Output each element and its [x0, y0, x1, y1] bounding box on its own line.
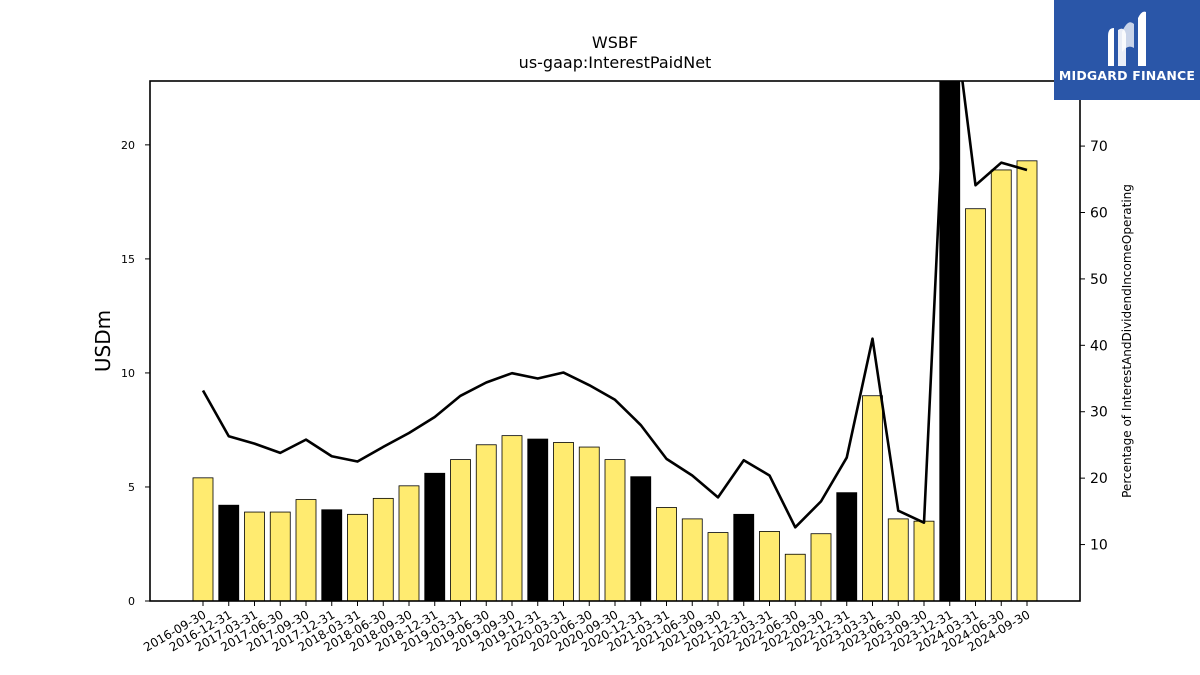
brand-name: MIDGARD FINANCE	[1058, 68, 1196, 83]
y2-tick-label: 50	[1090, 272, 1108, 288]
line-series	[201, 81, 1028, 529]
chart-subtitle: us-gaap:InterestPaidNet	[519, 53, 712, 72]
bar	[321, 509, 343, 601]
bar	[527, 438, 549, 601]
bar	[836, 492, 858, 601]
bar	[862, 395, 883, 601]
x-axis: 2016-09-302016-12-312017-03-312017-06-30…	[141, 601, 1033, 654]
y2-tick-label: 70	[1090, 139, 1108, 155]
bar	[656, 507, 677, 601]
bar	[501, 435, 523, 601]
line-path	[201, 81, 1028, 529]
bar	[965, 208, 986, 601]
bar	[218, 504, 240, 601]
bar	[810, 533, 832, 601]
bar	[913, 520, 935, 601]
y-axis-label: USDm	[91, 310, 115, 372]
y-axis-right: 10 20 30 40 50 60 70	[1080, 139, 1108, 554]
bar	[887, 518, 909, 601]
bar	[295, 499, 317, 601]
bar	[578, 446, 600, 601]
bar-series	[192, 81, 1038, 601]
bar	[192, 477, 214, 601]
chart-title: WSBF	[592, 33, 638, 52]
bar	[450, 459, 471, 601]
y-tick-label: 10	[121, 367, 135, 380]
bar	[1016, 160, 1038, 601]
y-tick-label: 20	[121, 139, 135, 152]
y-tick-label: 0	[128, 595, 135, 608]
y2-tick-label: 30	[1090, 405, 1108, 421]
bar	[244, 511, 265, 601]
bar	[759, 531, 780, 601]
y2-tick-label: 40	[1090, 338, 1108, 354]
y-axis-left: 0 5 10 15 20	[121, 139, 150, 608]
midgard-logo-icon	[1108, 11, 1146, 67]
bar	[733, 513, 755, 601]
bar	[372, 497, 394, 601]
bar	[398, 485, 420, 601]
bar	[347, 513, 368, 601]
y2-tick-label: 10	[1090, 538, 1108, 554]
bar	[707, 532, 729, 601]
bar	[475, 444, 497, 601]
bar	[269, 511, 291, 601]
bar	[681, 518, 703, 601]
bar	[424, 472, 446, 601]
bar	[784, 553, 806, 601]
bar	[553, 442, 574, 601]
bar	[630, 476, 652, 601]
brand-logo: MIDGARD FINANCE	[1054, 0, 1200, 100]
bar	[990, 169, 1012, 601]
y2-tick-label: 20	[1090, 471, 1108, 487]
y-tick-label: 15	[121, 253, 135, 266]
y2-axis-label: Percentage of InterestAndDividendIncomeO…	[1120, 184, 1134, 498]
y2-tick-label: 60	[1090, 205, 1108, 221]
y-tick-label: 5	[128, 481, 135, 494]
bar	[604, 459, 626, 601]
